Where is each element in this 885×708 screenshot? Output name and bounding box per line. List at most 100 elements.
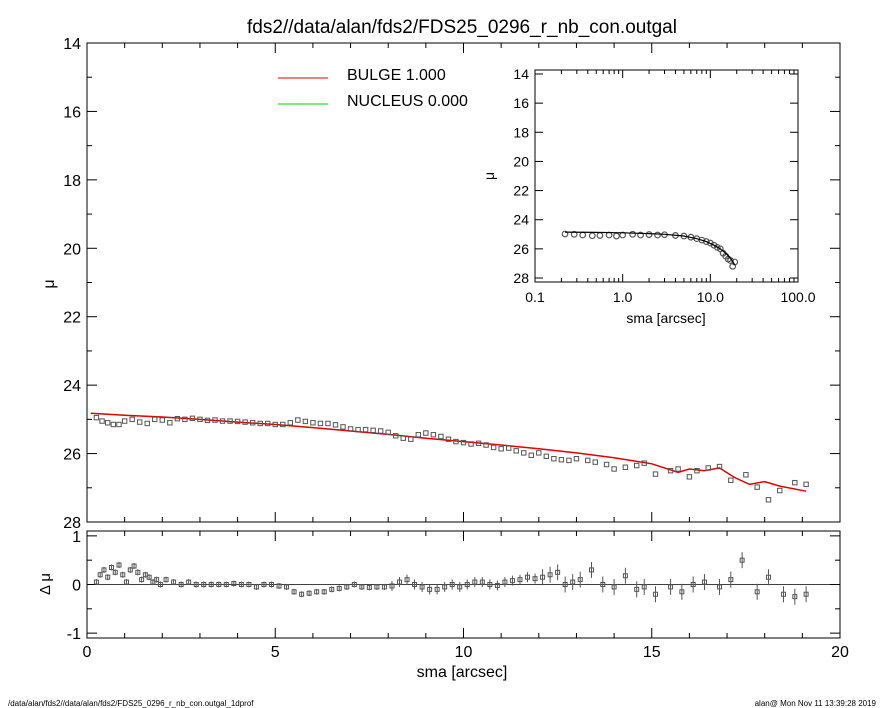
residual-point <box>457 584 463 590</box>
residual-point <box>525 574 531 580</box>
xtick-label: 5 <box>271 644 280 661</box>
data-point <box>105 420 111 426</box>
data-point <box>280 421 286 428</box>
inset-data-point <box>570 230 578 238</box>
inset-data-point <box>637 231 644 239</box>
residual-point <box>108 564 114 570</box>
residual-point <box>701 579 707 585</box>
data-point <box>558 457 565 463</box>
residual-point <box>517 577 523 583</box>
data-point <box>377 428 384 434</box>
inset-x-label: sma [arcsec] <box>626 310 705 326</box>
xtick-label: 0 <box>83 644 92 661</box>
residual-point <box>299 591 305 597</box>
data-point <box>129 416 135 423</box>
inset-data-point <box>645 231 653 238</box>
data-point <box>355 426 361 433</box>
main-x-label: sma [arcsec] <box>417 664 508 681</box>
data-point <box>652 471 659 477</box>
data-point <box>362 426 369 433</box>
main-axes: 14 16 18 20 22 24 26 28 <box>63 36 841 532</box>
residual-point <box>540 574 546 580</box>
data-point <box>483 442 489 448</box>
data-point <box>347 426 354 432</box>
inset-axes: 14 16 18 20 22 24 26 28 0.1 1.0 10.0 100.0 <box>513 66 815 305</box>
data-point <box>152 416 158 423</box>
legend: BULGE 1.000 NUCLEUS 0.000 <box>278 67 468 110</box>
residual-point <box>366 584 372 590</box>
residual-point <box>803 591 809 597</box>
residual-point <box>351 582 357 587</box>
data-point <box>167 420 173 426</box>
data-point <box>257 420 263 427</box>
inset-ytick-label: 16 <box>513 95 529 111</box>
data-point <box>189 415 196 422</box>
data-point <box>728 477 734 483</box>
residual-point <box>291 589 297 595</box>
xtick-label: 15 <box>643 644 661 661</box>
residual-point <box>739 557 745 563</box>
residual-point <box>502 579 508 585</box>
data-point <box>287 420 294 426</box>
main-ytick-label: 18 <box>63 173 81 190</box>
inset-ytick-label: 24 <box>513 212 529 228</box>
main-ytick-label: 26 <box>63 447 81 464</box>
residual-point <box>600 582 606 587</box>
residual-point <box>171 579 177 585</box>
data-point <box>468 441 474 447</box>
data-point <box>93 414 100 421</box>
data-point <box>234 418 241 425</box>
data-point <box>332 422 339 428</box>
residual-point <box>389 583 395 589</box>
data-point <box>641 460 647 466</box>
residual-point <box>276 583 282 589</box>
residual-point <box>139 577 145 583</box>
data-point <box>777 487 783 494</box>
main-ytick-label: 24 <box>63 378 81 395</box>
residual-series <box>93 552 809 605</box>
data-point <box>159 417 166 423</box>
data-point <box>694 467 700 474</box>
data-point <box>242 419 248 425</box>
inset-y-label: μ <box>481 172 497 180</box>
residual-point <box>509 578 515 584</box>
data-point <box>110 421 117 428</box>
res-ytick-label: 1 <box>72 529 81 546</box>
residual-point <box>653 591 659 597</box>
residual-point <box>464 582 470 587</box>
inset-data-point <box>654 231 661 239</box>
data-point <box>536 450 542 456</box>
data-point <box>675 466 681 472</box>
inset-xtick-label: 10.0 <box>697 289 724 305</box>
residual-point <box>208 582 214 587</box>
inset-ytick-label: 22 <box>513 183 529 199</box>
residual-point <box>178 582 184 587</box>
residual-point <box>427 586 433 592</box>
data-point <box>317 420 324 427</box>
data-point <box>121 418 128 424</box>
residual-point <box>105 574 111 580</box>
data-point <box>743 472 749 478</box>
data-point <box>265 420 271 427</box>
data-point <box>475 440 482 447</box>
data-point <box>219 418 226 424</box>
residual-point <box>314 589 320 595</box>
legend-label-bulge: BULGE 1.000 <box>347 67 446 84</box>
data-point <box>622 464 629 470</box>
residual-point <box>449 582 455 587</box>
data-point <box>716 463 723 470</box>
data-point <box>498 446 504 452</box>
data-point <box>400 435 406 441</box>
data-point <box>408 436 414 442</box>
residual-point <box>396 579 402 585</box>
residual-point <box>268 582 274 587</box>
data-point <box>302 418 309 425</box>
inset-ytick-label: 28 <box>513 270 529 286</box>
data-point <box>521 450 527 456</box>
data-point <box>174 415 181 422</box>
data-point <box>295 417 301 423</box>
residual-point <box>404 577 410 583</box>
main-ytick-label: 20 <box>63 241 81 258</box>
inset-data-point <box>629 230 637 238</box>
data-point <box>633 462 640 469</box>
